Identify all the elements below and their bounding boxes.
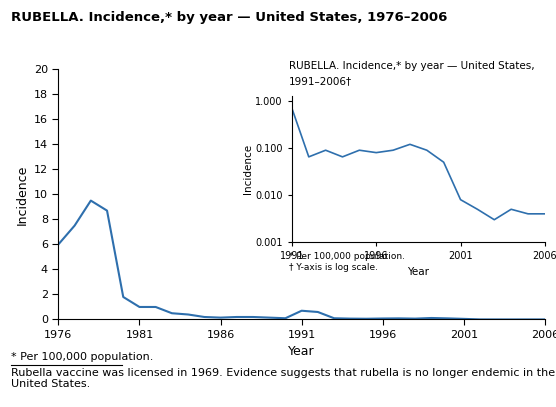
Y-axis label: Incidence: Incidence [242,144,252,194]
Text: RUBELLA. Incidence,* by year — United States,: RUBELLA. Incidence,* by year — United St… [289,61,535,71]
Text: 1991–2006†: 1991–2006† [289,76,353,86]
X-axis label: Year: Year [289,346,315,359]
Text: Rubella vaccine was licensed in 1969. Evidence suggests that rubella is no longe: Rubella vaccine was licensed in 1969. Ev… [11,368,555,389]
Text: † Y-axis is log scale.: † Y-axis is log scale. [289,263,378,272]
Text: RUBELLA. Incidence,* by year — United States, 1976–2006: RUBELLA. Incidence,* by year — United St… [11,11,448,24]
Text: * Per 100,000 population.: * Per 100,000 population. [289,252,405,261]
Y-axis label: Incidence: Incidence [15,164,28,225]
Text: * Per 100,000 population.: * Per 100,000 population. [11,352,153,362]
X-axis label: Year: Year [408,267,429,277]
